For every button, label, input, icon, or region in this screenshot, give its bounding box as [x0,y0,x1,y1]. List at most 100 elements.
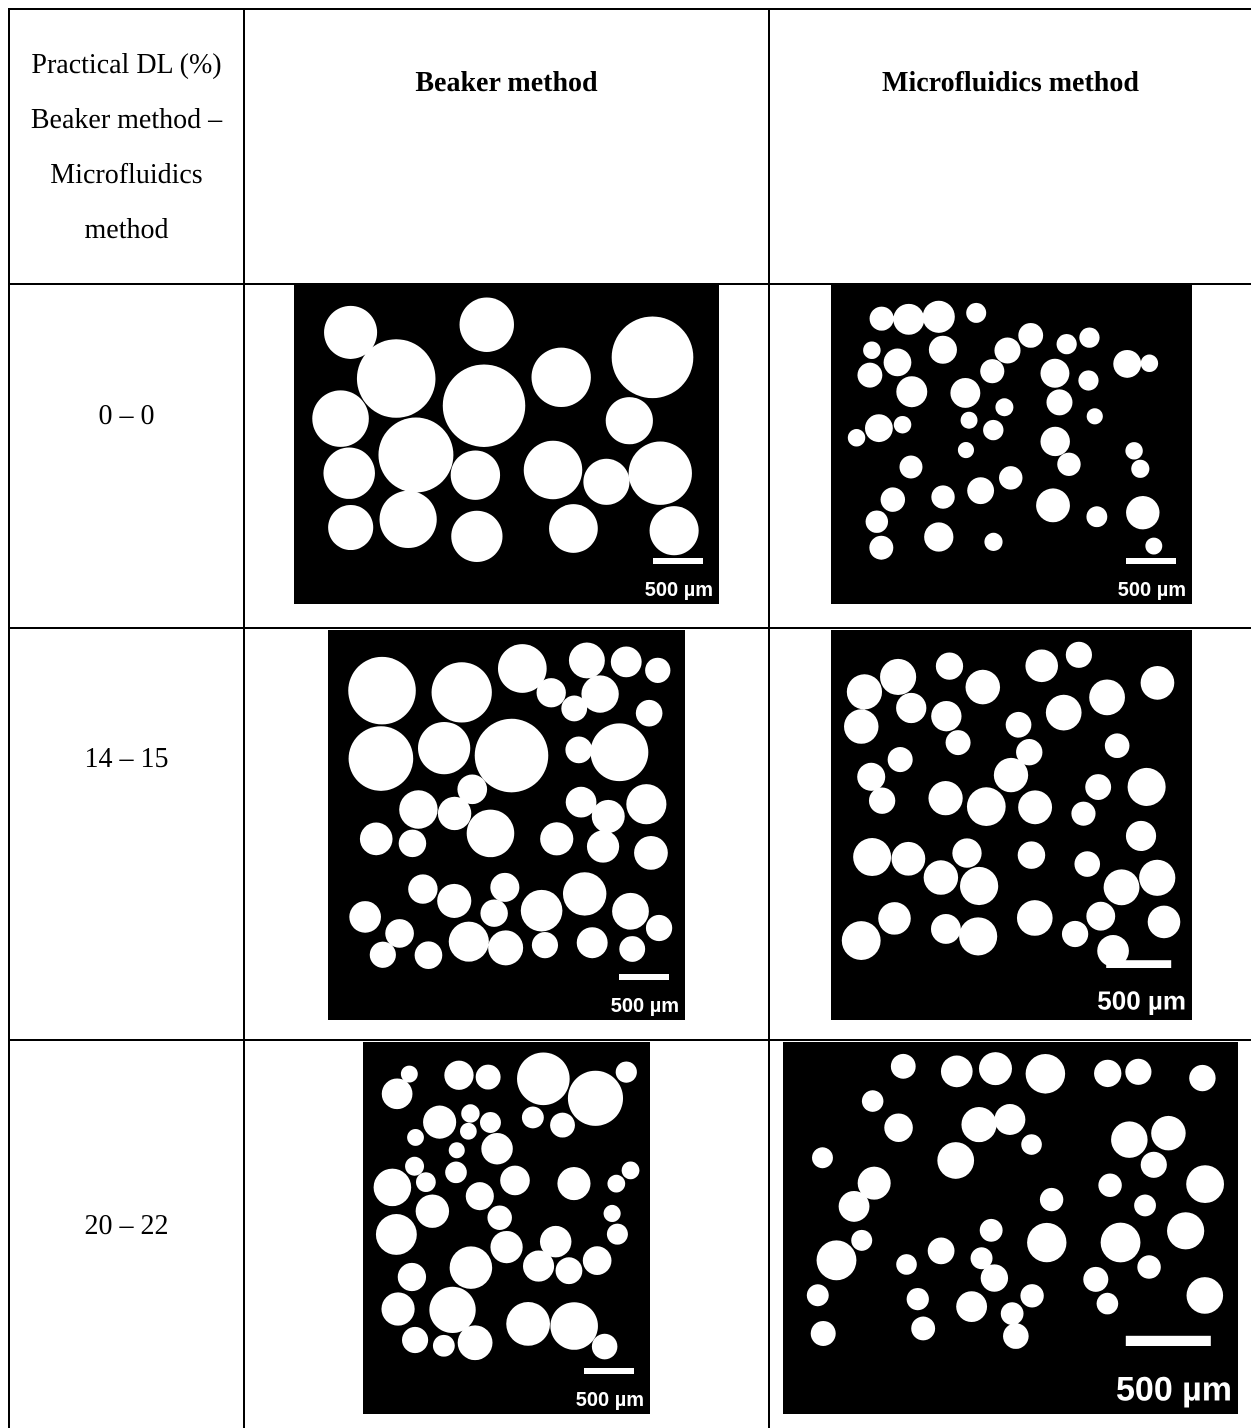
scale-bar [619,974,669,980]
particle [935,652,964,680]
particle [381,1292,415,1326]
particle [1025,1054,1066,1094]
particle [562,872,607,916]
scale-bar [1125,1335,1211,1346]
particle [1140,666,1175,700]
particle [607,1174,626,1193]
particle [645,657,671,684]
particle [999,466,1023,490]
particle [857,762,886,791]
particle [324,305,378,359]
particle [649,506,699,556]
border [8,8,10,1428]
header-text: Beaker method [415,67,598,98]
particle [540,822,574,856]
particle [1017,841,1046,869]
border [8,1039,1251,1041]
particle [557,1166,591,1201]
particle [983,419,1004,441]
particle [1126,495,1160,530]
particle [506,1302,551,1346]
particle [407,1129,424,1146]
particle [984,532,1003,551]
particle [1003,1323,1029,1349]
particle [398,829,427,858]
particle [960,411,978,429]
particle [893,303,925,335]
particle [400,1065,418,1083]
particle [966,787,1006,826]
particle [399,790,438,829]
particle [1125,442,1143,460]
particle [993,757,1029,793]
particle [1018,322,1044,348]
particle [960,866,999,906]
particle [1057,452,1081,476]
particle [865,510,889,533]
scale-bar [584,1368,634,1374]
particle [591,799,625,833]
particle [810,1320,836,1346]
micrograph: 500 µm [831,285,1192,604]
particle [1086,901,1116,931]
border [768,8,770,1428]
particle [349,901,381,933]
particle [1098,1173,1122,1197]
particle [1113,349,1142,378]
particle [590,723,649,782]
particle [812,1147,833,1169]
particle [583,458,630,505]
particle [1147,905,1181,939]
particle [931,700,962,732]
particle [1139,859,1176,896]
particle [448,921,489,962]
particle [1096,1292,1119,1315]
particle [966,302,987,323]
particle [847,429,866,447]
particle [408,874,438,904]
particle [1094,1059,1122,1088]
particle [806,1284,829,1307]
particle [1167,1212,1205,1250]
micrograph: 500 µm [363,1042,650,1414]
particle [401,1326,429,1354]
particle [1125,820,1157,852]
particle [893,415,912,434]
particle [381,1078,413,1110]
particle [950,377,981,408]
particle [448,1142,465,1159]
particle [1131,459,1150,478]
particle [645,914,673,942]
particle [431,662,492,723]
particle [619,936,646,962]
particle [610,646,642,678]
particle [843,709,879,744]
particle [980,359,1005,384]
particle [414,941,443,970]
particle [461,1104,480,1123]
particle [521,1106,544,1129]
particle [1127,767,1166,806]
particle [549,504,598,553]
particle [550,1112,575,1138]
particle [415,1194,450,1228]
particle [1065,641,1093,668]
scale-label: 500 µm [1116,1370,1232,1408]
particle [1061,920,1089,948]
particle [891,841,926,876]
particle [488,930,524,966]
particle [1079,327,1100,348]
scale-bar [1126,558,1176,564]
particle [423,1105,457,1139]
particle [1097,934,1129,967]
particle [880,658,917,696]
scale-label: 500 µm [1118,579,1186,601]
particle [567,1070,624,1126]
particle [1021,1134,1042,1155]
particle [581,675,619,713]
particle [965,669,1001,705]
particle [1100,1222,1141,1263]
particle [1140,1151,1167,1178]
particle [922,300,955,333]
particle [853,838,892,877]
